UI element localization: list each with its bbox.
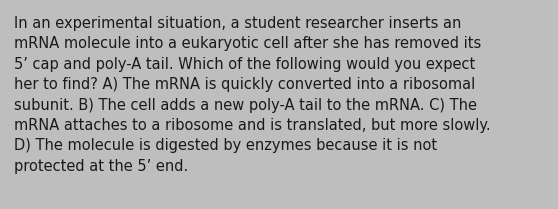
Text: In an experimental situation, a student researcher inserts an
mRNA molecule into: In an experimental situation, a student … bbox=[14, 16, 490, 174]
